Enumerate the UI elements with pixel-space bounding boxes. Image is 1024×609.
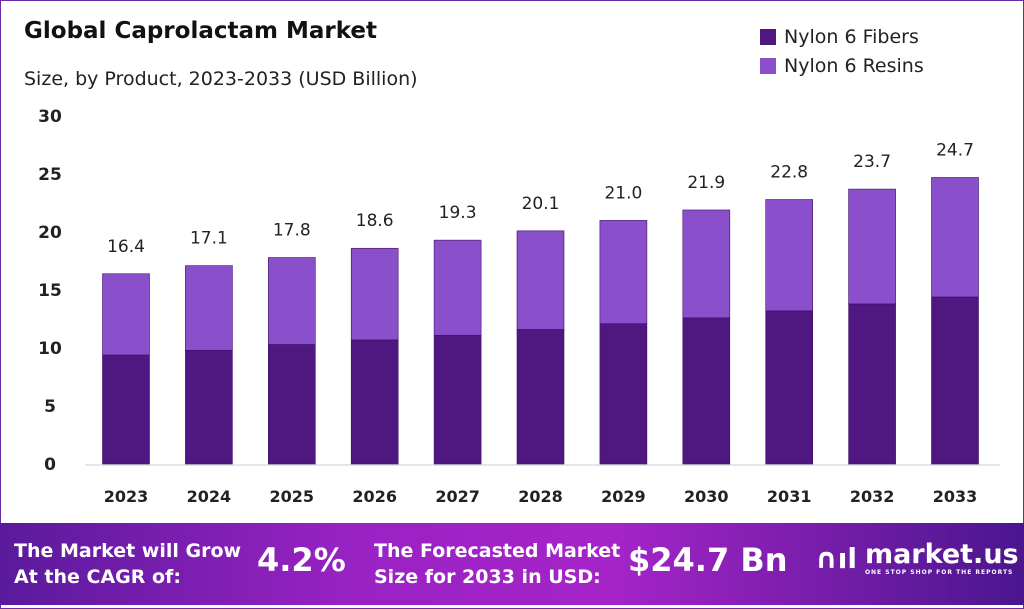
cagr-value: 4.2% <box>257 541 346 579</box>
bar-segment-fibers <box>931 296 979 465</box>
bar-total-label: 17.8 <box>273 221 311 241</box>
bar-segment-fibers <box>848 303 896 465</box>
bar-segment-fibers <box>350 339 399 465</box>
bar-segment-resins <box>267 257 316 345</box>
legend-item-fibers: Nylon 6 Fibers <box>760 22 924 51</box>
bar-segment-fibers <box>682 317 731 465</box>
x-tick-label: 2027 <box>435 487 480 506</box>
bar-total-label: 20.1 <box>522 194 560 214</box>
x-tick-label: 2032 <box>850 487 895 506</box>
chart-title: Global Caprolactam Market <box>24 18 377 44</box>
forecast-label-line: The Forecasted Market <box>374 540 621 562</box>
x-tick-label: 2025 <box>270 487 315 506</box>
x-tick-label: 2030 <box>684 487 729 506</box>
x-tick-label: 2024 <box>187 487 232 506</box>
market-us-logo: ∩ıl market.us ONE STOP SHOP FOR THE REPO… <box>815 539 1019 577</box>
y-tick-label: 30 <box>38 107 62 127</box>
bar-segment-fibers <box>267 344 316 465</box>
logo-name: market.us <box>864 539 1019 570</box>
bar-segment-resins <box>433 239 482 336</box>
legend-swatch <box>760 57 776 74</box>
bar-total-label: 17.1 <box>190 229 228 249</box>
legend-label: Nylon 6 Fibers <box>784 25 919 48</box>
x-tick-label: 2031 <box>767 487 812 506</box>
bar-segment-resins <box>516 230 565 330</box>
y-tick-label: 5 <box>44 397 56 417</box>
bar-segment-fibers <box>433 334 482 465</box>
summary-banner: The Market will Grow At the CAGR of: 4.2… <box>0 523 1024 605</box>
logo-mark-icon: ∩ıl <box>815 542 857 575</box>
x-tick-label: 2023 <box>104 487 149 506</box>
x-tick-label: 2033 <box>933 487 978 506</box>
forecast-value: $24.7 Bn <box>628 541 788 579</box>
logo-tagline: ONE STOP SHOP FOR THE REPORTS <box>864 569 1014 576</box>
cagr-label: The Market will Grow At the CAGR of: <box>14 538 241 590</box>
y-tick-label: 15 <box>38 281 62 301</box>
chart-subtitle: Size, by Product, 2023-2033 (USD Billion… <box>24 68 418 90</box>
bar-segment-resins <box>350 247 399 341</box>
bar-total-label: 21.9 <box>687 173 725 193</box>
bar-segment-fibers <box>102 354 150 465</box>
bar-total-label: 23.7 <box>853 152 891 172</box>
bar-segment-fibers <box>185 350 233 465</box>
chart-plot: 05101520253016.4202317.1202417.8202518.6… <box>38 107 1000 506</box>
bar-total-label: 24.7 <box>936 140 974 160</box>
y-tick-label: 0 <box>44 455 56 475</box>
legend-label: Nylon 6 Resins <box>784 54 924 77</box>
cagr-label-line: At the CAGR of: <box>14 566 181 588</box>
bar-segment-resins <box>765 199 814 312</box>
x-tick-label: 2026 <box>352 487 397 506</box>
bar-total-label: 16.4 <box>107 237 145 257</box>
bar-total-label: 19.3 <box>439 203 477 223</box>
legend-swatch <box>760 28 776 45</box>
y-tick-label: 25 <box>38 165 62 185</box>
forecast-label-line: Size for 2033 in USD: <box>374 566 601 588</box>
bar-total-label: 18.6 <box>356 211 394 231</box>
bar-segment-resins <box>102 273 150 356</box>
forecast-label: The Forecasted Market Size for 2033 in U… <box>374 538 620 590</box>
legend-item-resins: Nylon 6 Resins <box>760 51 924 80</box>
bar-segment-resins <box>848 188 896 305</box>
bar-total-label: 21.0 <box>604 183 642 203</box>
bar-segment-resins <box>682 209 731 319</box>
bar-total-label: 22.8 <box>770 163 808 183</box>
bar-segment-fibers <box>765 310 814 465</box>
bar-segment-resins <box>599 220 648 324</box>
x-tick-label: 2029 <box>601 487 646 506</box>
bar-segment-fibers <box>516 329 565 465</box>
legend: Nylon 6 Fibers Nylon 6 Resins <box>760 22 924 80</box>
bar-segment-resins <box>931 177 979 298</box>
cagr-label-line: The Market will Grow <box>14 540 242 562</box>
bar-segment-resins <box>185 265 233 351</box>
y-tick-label: 20 <box>38 223 62 243</box>
bar-segment-fibers <box>599 323 648 465</box>
y-tick-label: 10 <box>38 339 62 359</box>
x-tick-label: 2028 <box>518 487 563 506</box>
